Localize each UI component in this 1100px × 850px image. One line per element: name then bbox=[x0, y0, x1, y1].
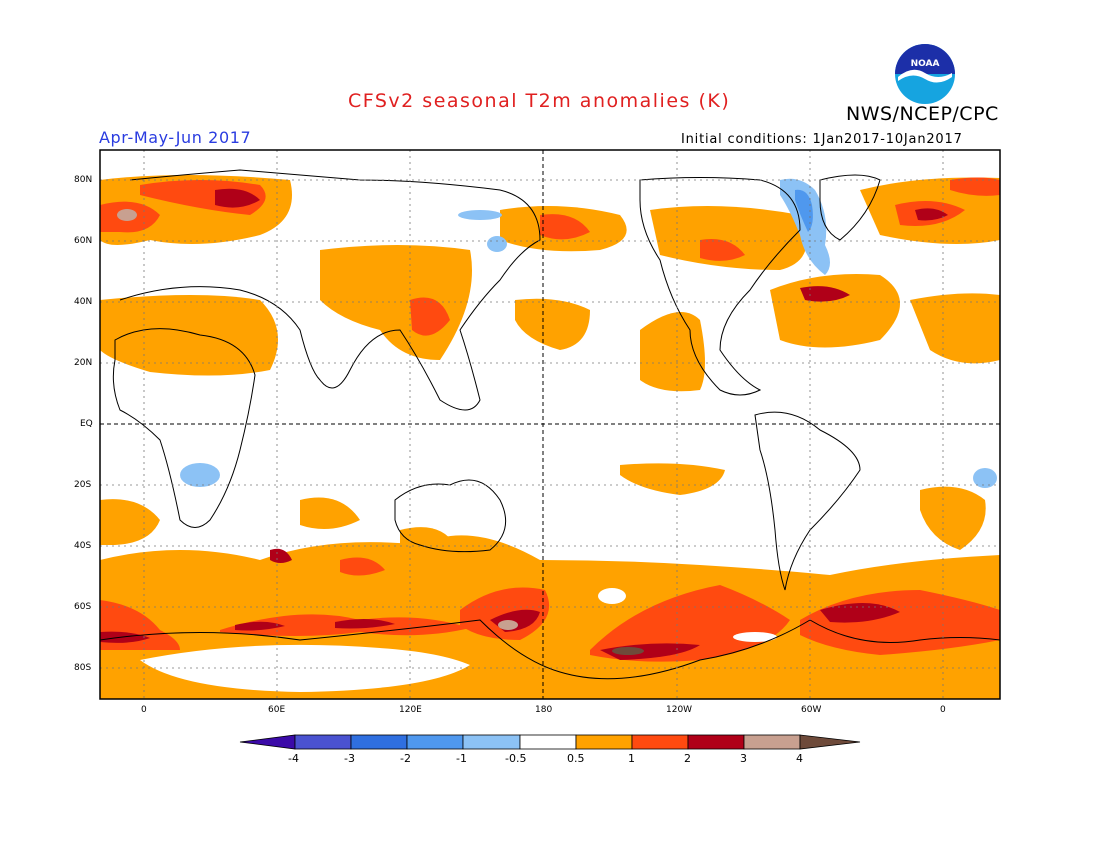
coastline-australia bbox=[394, 479, 507, 553]
anomaly-area bbox=[920, 486, 986, 550]
colorbar-swatch bbox=[631, 734, 689, 750]
colorbar-label: 1 bbox=[628, 752, 635, 765]
lon-label: 120W bbox=[666, 705, 693, 715]
anomaly-area bbox=[598, 588, 626, 604]
anomaly-area bbox=[950, 177, 1000, 196]
anomaly-area bbox=[795, 189, 813, 232]
anomaly-area bbox=[915, 208, 948, 221]
coastline-africa bbox=[112, 328, 256, 528]
lat-label: 20N bbox=[74, 358, 93, 368]
anomaly-area bbox=[235, 621, 285, 631]
colorbar-swatch bbox=[519, 734, 577, 750]
anomaly-area bbox=[300, 497, 360, 529]
anomaly-area bbox=[650, 206, 807, 270]
anomaly-area bbox=[540, 214, 590, 240]
anomaly-area bbox=[458, 210, 502, 220]
colorbar-label: -2 bbox=[400, 752, 411, 765]
colorbar-swatch bbox=[350, 734, 408, 750]
anomaly-area bbox=[410, 297, 450, 336]
anomaly-area bbox=[780, 178, 830, 275]
lat-label: 40N bbox=[74, 297, 93, 307]
colorbar bbox=[239, 734, 861, 750]
anomaly-area bbox=[770, 274, 900, 348]
coastlines bbox=[100, 169, 1000, 680]
colorbar-label: 3 bbox=[740, 752, 747, 765]
anomaly-area bbox=[117, 209, 137, 221]
colorbar-swatch bbox=[294, 734, 352, 750]
lon-label: 120E bbox=[399, 705, 422, 715]
anomaly-area bbox=[498, 620, 518, 630]
coastline-south-america bbox=[754, 411, 861, 591]
map-frame bbox=[99, 149, 1001, 700]
anomaly-area bbox=[733, 632, 777, 642]
colorbar-label: -4 bbox=[288, 752, 299, 765]
anomaly-fields bbox=[100, 175, 1000, 699]
coastline-antarctica bbox=[100, 619, 1000, 680]
forecast-period: Apr-May-Jun 2017 bbox=[99, 128, 252, 147]
anomaly-area bbox=[620, 463, 725, 495]
anomaly-area bbox=[700, 239, 745, 261]
initial-conditions: Initial conditions: 1Jan2017-10Jan2017 bbox=[681, 132, 963, 147]
lon-label: 0 bbox=[940, 705, 946, 715]
lat-label: 80N bbox=[74, 175, 93, 185]
anomaly-area bbox=[270, 548, 292, 563]
svg-text:NOAA: NOAA bbox=[911, 59, 940, 69]
anomaly-area bbox=[515, 298, 590, 350]
colorbar-swatch bbox=[406, 734, 464, 750]
colorbar-label: -1 bbox=[456, 752, 467, 765]
anomaly-area bbox=[100, 631, 150, 643]
lat-label: 40S bbox=[74, 541, 92, 551]
lon-label: 180 bbox=[535, 705, 553, 715]
anomaly-area bbox=[335, 618, 395, 629]
lon-label: 60W bbox=[801, 705, 822, 715]
lat-label: 80S bbox=[74, 663, 92, 673]
colorbar-label: -3 bbox=[344, 752, 355, 765]
antarctica-white-zone bbox=[140, 644, 470, 692]
anomaly-area bbox=[640, 312, 705, 392]
anomaly-area bbox=[487, 236, 507, 252]
anomaly-area bbox=[973, 468, 997, 488]
anomaly-area bbox=[800, 286, 850, 302]
anomaly-area bbox=[100, 499, 160, 545]
chart-title: CFSv2 seasonal T2m anomalies (K) bbox=[348, 90, 731, 112]
colorbar-swatch bbox=[575, 734, 633, 750]
lat-label: EQ bbox=[80, 419, 93, 429]
lat-label: 60N bbox=[74, 236, 93, 246]
anomaly-area bbox=[340, 557, 385, 576]
anomaly-area bbox=[910, 293, 1000, 364]
anomaly-area bbox=[820, 602, 900, 623]
anomaly-area bbox=[100, 295, 278, 376]
coastline-north-america bbox=[639, 177, 801, 396]
anomaly-area bbox=[590, 585, 790, 662]
organization-label: NWS/NCEP/CPC bbox=[846, 103, 999, 125]
colorbar-left-arrow bbox=[239, 734, 296, 750]
lon-label: 0 bbox=[141, 705, 147, 715]
colorbar-label: 0.5 bbox=[567, 752, 585, 765]
lat-label: 60S bbox=[74, 602, 92, 612]
colorbar-swatch bbox=[462, 734, 521, 750]
gridlines bbox=[100, 150, 1000, 699]
coastline-eurasia bbox=[119, 169, 541, 411]
coastline-greenland bbox=[819, 174, 881, 241]
colorbar-label: -0.5 bbox=[505, 752, 527, 765]
anomaly-area bbox=[180, 463, 220, 487]
lat-label: 20S bbox=[74, 480, 92, 490]
anomaly-area bbox=[400, 527, 455, 554]
lon-label: 60E bbox=[268, 705, 286, 715]
colorbar-right-arrow bbox=[799, 734, 861, 750]
noaa-logo-icon: NOAA bbox=[895, 44, 955, 104]
anomaly-area bbox=[215, 188, 260, 208]
anomaly-area bbox=[612, 647, 644, 655]
colorbar-swatch bbox=[687, 734, 745, 750]
colorbar-label: 2 bbox=[684, 752, 691, 765]
colorbar-label: 4 bbox=[796, 752, 803, 765]
colorbar-swatch bbox=[743, 734, 801, 750]
